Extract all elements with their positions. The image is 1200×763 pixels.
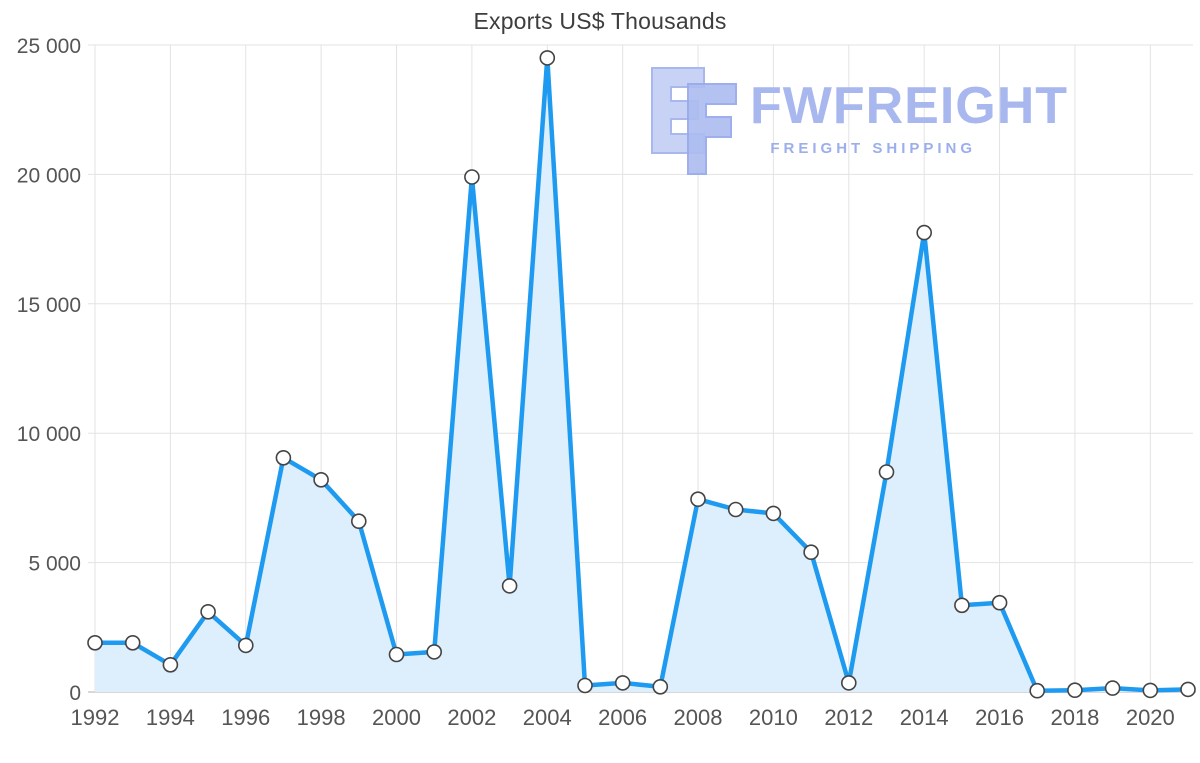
data-point-marker: [614, 675, 631, 691]
x-tick-label: 1996: [221, 705, 270, 730]
chart-gridlines: [88, 44, 1193, 693]
series-line: [92, 55, 1191, 693]
chart-title: Exports US$ Thousands: [473, 8, 727, 34]
data-point-marker: [1180, 681, 1196, 698]
data-point-marker: [124, 634, 141, 651]
data-point-marker: [1067, 682, 1083, 699]
data-point-marker: [1142, 682, 1159, 699]
x-axis-tick-labels: 1992 1994 1996 1998 2000 2002 2004 2006 2008 2010…: [71, 705, 1175, 730]
data-point-marker: [539, 50, 556, 66]
series-markers: [87, 50, 1196, 699]
x-tick-label: 2010: [749, 705, 798, 730]
x-tick-label: 2006: [598, 705, 647, 730]
data-point-marker: [200, 603, 216, 620]
data-point-marker: [765, 505, 782, 522]
data-point-marker: [652, 678, 669, 695]
y-tick-label: 20 000: [17, 164, 81, 187]
data-point-marker: [501, 578, 518, 594]
y-axis-tick-labels: 0 5 000 10 000 15 000 20 000 25 000: [17, 35, 81, 705]
y-tick-label: 10 000: [17, 423, 81, 446]
data-point-marker: [275, 449, 292, 466]
data-point-marker: [954, 597, 970, 614]
x-tick-label: 2002: [447, 705, 496, 730]
data-point-marker: [727, 501, 744, 518]
x-tick-label: 2018: [1050, 705, 1099, 730]
data-point-marker: [162, 656, 179, 673]
data-point-marker: [1104, 680, 1121, 696]
x-tick-label: 1992: [71, 705, 120, 730]
data-point-marker: [313, 471, 329, 488]
data-point-marker: [840, 675, 857, 691]
data-point-marker: [916, 224, 933, 241]
data-point-marker: [238, 637, 254, 654]
x-tick-label: 1998: [297, 705, 346, 730]
data-point-marker: [690, 491, 706, 508]
x-tick-label: 2014: [900, 705, 949, 730]
x-tick-label: 2016: [975, 705, 1024, 730]
data-point-marker: [577, 677, 593, 694]
y-tick-label: 0: [69, 682, 81, 705]
x-tick-label: 1994: [146, 705, 195, 730]
data-point-marker: [1029, 682, 1045, 699]
data-point-marker: [350, 513, 367, 530]
y-tick-label: 15 000: [17, 294, 81, 317]
data-point-marker: [87, 634, 103, 651]
x-tick-label: 2008: [674, 705, 723, 730]
x-tick-label: 2004: [523, 705, 572, 730]
data-point-marker: [878, 464, 895, 480]
data-point-marker: [464, 169, 480, 185]
data-point-marker: [426, 644, 443, 660]
data-point-marker: [991, 594, 1008, 611]
data-point-marker: [803, 544, 819, 561]
x-tick-label: 2020: [1126, 705, 1175, 730]
y-tick-label: 5 000: [28, 553, 81, 576]
x-tick-label: 2012: [824, 705, 873, 730]
y-tick-label: 25 000: [17, 35, 81, 58]
x-tick-label: 2000: [372, 705, 421, 730]
data-point-marker: [388, 646, 405, 663]
series-area: [95, 57, 1188, 692]
